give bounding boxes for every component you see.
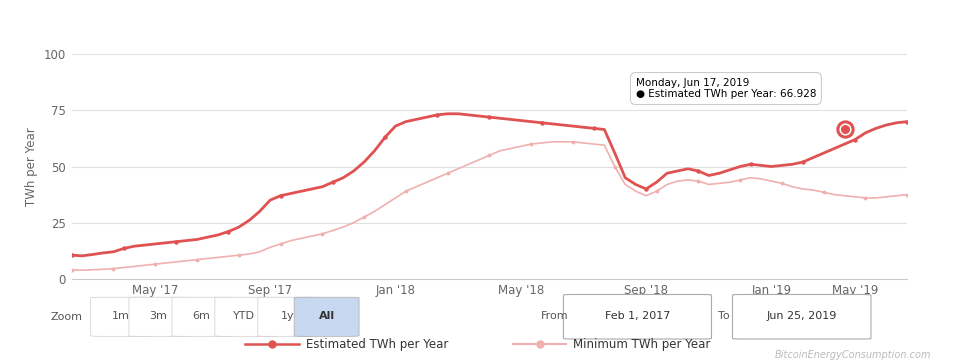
Text: 1m: 1m [112,311,129,321]
Text: Zoom: Zoom [51,312,83,322]
FancyBboxPatch shape [129,297,188,336]
Y-axis label: TWh per Year: TWh per Year [25,127,38,206]
Text: 1y: 1y [281,311,294,321]
Text: 6m: 6m [193,311,210,321]
FancyBboxPatch shape [215,297,274,336]
Text: All: All [319,311,334,321]
FancyBboxPatch shape [732,295,871,339]
FancyBboxPatch shape [258,297,317,336]
Text: Feb 1, 2017: Feb 1, 2017 [605,311,670,321]
Text: Jun 25, 2019: Jun 25, 2019 [767,311,838,321]
Text: 3m: 3m [150,311,167,321]
Text: Minimum TWh per Year: Minimum TWh per Year [573,338,711,350]
Text: Estimated TWh per Year: Estimated TWh per Year [306,338,448,350]
FancyBboxPatch shape [294,297,359,336]
Text: Monday, Jun 17, 2019
● Estimated TWh per Year: 66.928: Monday, Jun 17, 2019 ● Estimated TWh per… [636,78,817,99]
FancyBboxPatch shape [91,297,150,336]
Text: From: From [541,311,568,321]
FancyBboxPatch shape [172,297,231,336]
Text: YTD: YTD [233,311,256,321]
Text: BitcoinEnergyConsumption.com: BitcoinEnergyConsumption.com [775,350,931,360]
FancyBboxPatch shape [563,295,711,339]
Text: To: To [718,311,730,321]
